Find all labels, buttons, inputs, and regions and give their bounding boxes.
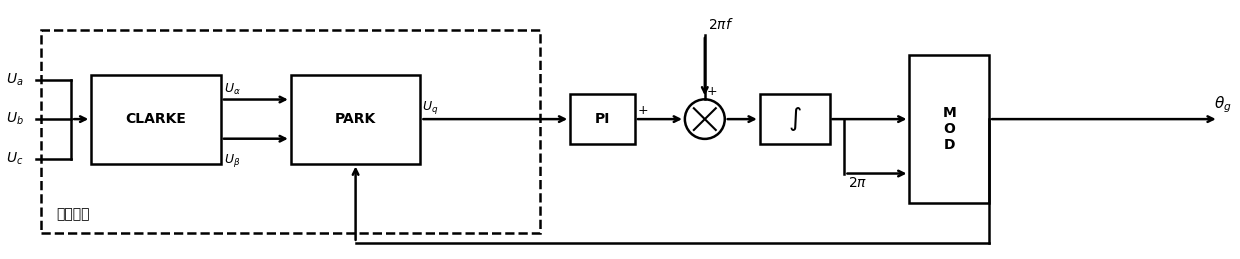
Text: $U_a$: $U_a$: [6, 71, 24, 88]
Text: $2\pi f$: $2\pi f$: [708, 17, 734, 32]
Text: PARK: PARK: [335, 112, 376, 126]
FancyBboxPatch shape: [92, 75, 221, 164]
Text: $2\pi$: $2\pi$: [848, 176, 868, 190]
FancyBboxPatch shape: [909, 55, 990, 203]
FancyBboxPatch shape: [760, 94, 830, 144]
Text: $U_c$: $U_c$: [6, 150, 24, 167]
Text: $\theta_g$: $\theta_g$: [1214, 95, 1231, 115]
Text: $\int$: $\int$: [787, 105, 801, 133]
Text: PI: PI: [595, 112, 610, 126]
Text: CLARKE: CLARKE: [125, 112, 186, 126]
FancyBboxPatch shape: [570, 94, 635, 144]
Text: +: +: [637, 104, 649, 117]
Text: $U_b$: $U_b$: [6, 111, 25, 127]
Text: M
O
D: M O D: [942, 106, 956, 152]
Text: +: +: [707, 85, 718, 98]
Text: $U_\alpha$: $U_\alpha$: [224, 82, 241, 97]
Text: 坐标变抟: 坐标变抟: [56, 207, 89, 221]
Text: $U_q$: $U_q$: [423, 99, 439, 116]
FancyBboxPatch shape: [290, 75, 420, 164]
Text: $U_\beta$: $U_\beta$: [224, 152, 241, 169]
